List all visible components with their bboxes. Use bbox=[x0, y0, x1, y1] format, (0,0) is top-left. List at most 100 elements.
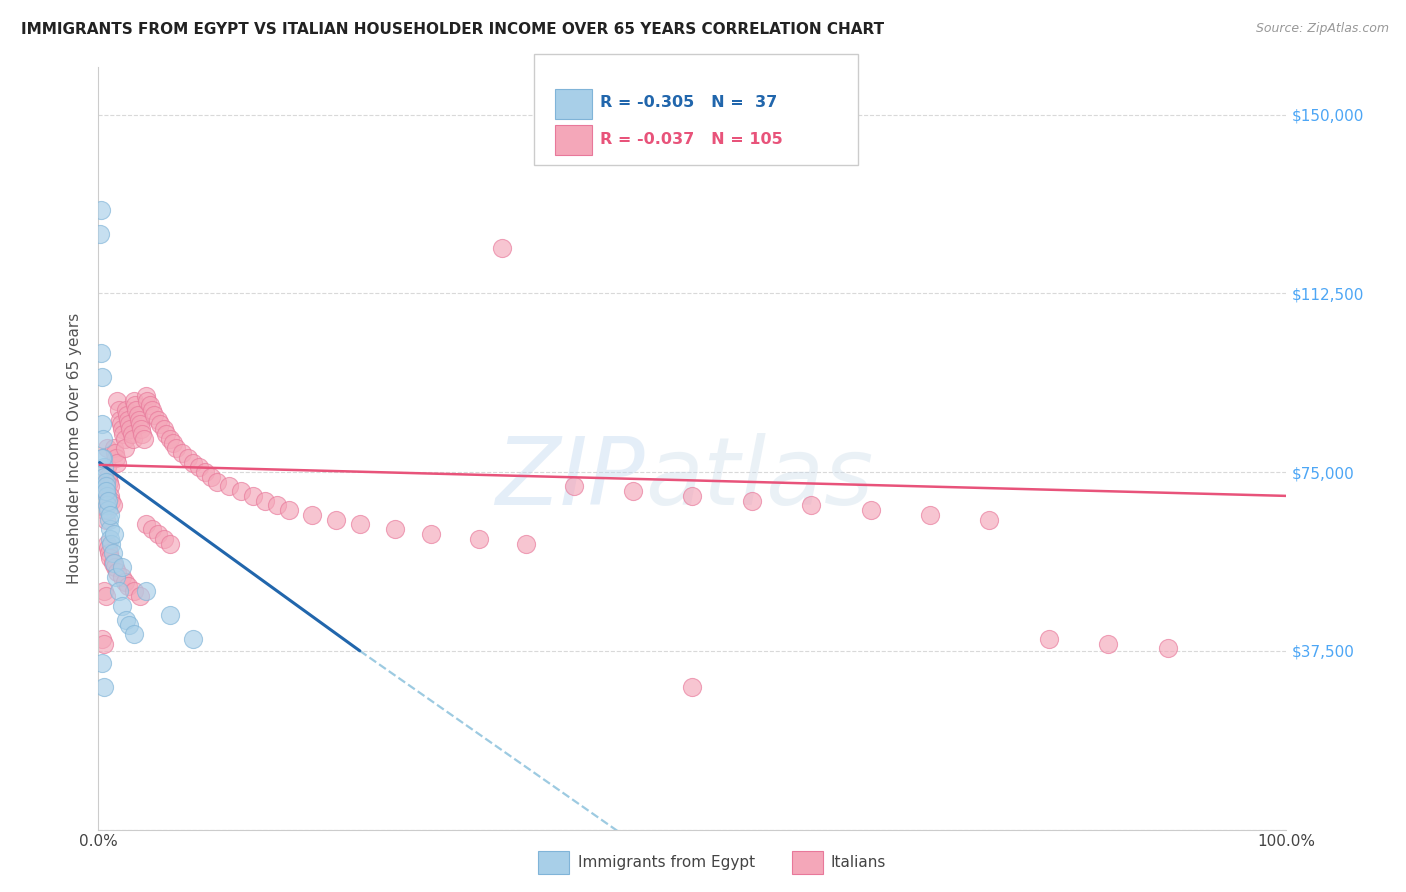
Point bbox=[1038, 632, 1060, 646]
Point bbox=[94, 475, 117, 489]
Point bbox=[96, 536, 118, 550]
Point bbox=[93, 584, 115, 599]
Point bbox=[98, 489, 121, 503]
Point bbox=[100, 493, 122, 508]
Point bbox=[183, 456, 205, 470]
Point bbox=[125, 403, 148, 417]
Point bbox=[114, 403, 136, 417]
Text: IMMIGRANTS FROM EGYPT VS ITALIAN HOUSEHOLDER INCOME OVER 65 YEARS CORRELATION CH: IMMIGRANTS FROM EGYPT VS ITALIAN HOUSEHO… bbox=[21, 22, 884, 37]
Point bbox=[152, 532, 174, 546]
Point bbox=[149, 417, 172, 432]
Point bbox=[129, 589, 152, 603]
Point bbox=[111, 570, 134, 584]
Point bbox=[97, 503, 120, 517]
Point bbox=[89, 227, 111, 241]
Point bbox=[93, 460, 115, 475]
Point bbox=[132, 432, 155, 446]
Point bbox=[159, 608, 181, 623]
Point bbox=[141, 522, 163, 536]
Point bbox=[96, 499, 118, 513]
Point bbox=[135, 517, 157, 532]
Point bbox=[114, 613, 136, 627]
Point bbox=[93, 637, 115, 651]
Point bbox=[105, 570, 128, 584]
Point bbox=[135, 389, 157, 403]
Text: R = -0.037   N = 105: R = -0.037 N = 105 bbox=[600, 131, 783, 146]
Point bbox=[143, 408, 166, 422]
Point bbox=[98, 546, 121, 560]
Point bbox=[859, 503, 882, 517]
Point bbox=[98, 479, 121, 493]
Point bbox=[98, 532, 121, 546]
Point bbox=[681, 489, 703, 503]
Point bbox=[800, 499, 823, 513]
Point bbox=[91, 417, 114, 432]
Point bbox=[124, 398, 146, 412]
Point bbox=[122, 627, 145, 641]
Point bbox=[118, 617, 141, 632]
Point bbox=[127, 408, 149, 422]
Point bbox=[118, 417, 141, 432]
Point bbox=[107, 584, 129, 599]
Point bbox=[93, 503, 115, 517]
Point bbox=[920, 508, 942, 522]
Point bbox=[146, 527, 169, 541]
Point bbox=[108, 412, 131, 426]
Point bbox=[96, 460, 118, 475]
Point bbox=[103, 441, 125, 455]
Point bbox=[155, 426, 177, 441]
Point bbox=[121, 426, 143, 441]
Point bbox=[165, 441, 187, 455]
Point bbox=[621, 484, 644, 499]
Point bbox=[218, 479, 240, 493]
Point bbox=[325, 513, 347, 527]
Point bbox=[98, 522, 121, 536]
Point bbox=[420, 527, 443, 541]
Point bbox=[98, 513, 121, 527]
Point bbox=[131, 426, 153, 441]
Point bbox=[105, 450, 128, 465]
Point bbox=[129, 417, 152, 432]
Point bbox=[91, 369, 114, 384]
Point bbox=[103, 556, 125, 570]
Point bbox=[112, 426, 135, 441]
Point bbox=[242, 489, 264, 503]
Point bbox=[1156, 641, 1178, 656]
Point bbox=[91, 499, 114, 513]
Point bbox=[128, 412, 150, 426]
Point bbox=[91, 656, 114, 670]
Point bbox=[90, 346, 112, 360]
Point bbox=[107, 393, 129, 408]
Point bbox=[91, 632, 114, 646]
Point bbox=[104, 560, 127, 574]
Point bbox=[135, 584, 157, 599]
Point bbox=[194, 465, 217, 479]
Point bbox=[97, 470, 120, 484]
Point bbox=[562, 479, 585, 493]
Point bbox=[207, 475, 229, 489]
Text: Source: ZipAtlas.com: Source: ZipAtlas.com bbox=[1256, 22, 1389, 36]
Point bbox=[111, 422, 134, 436]
Point bbox=[90, 479, 112, 493]
Text: R = -0.305   N =  37: R = -0.305 N = 37 bbox=[600, 95, 778, 110]
Point bbox=[122, 393, 145, 408]
Point bbox=[114, 432, 136, 446]
Point bbox=[162, 436, 184, 450]
Point bbox=[107, 456, 129, 470]
Point bbox=[122, 432, 145, 446]
Point bbox=[90, 202, 112, 217]
Point bbox=[515, 536, 537, 550]
Point bbox=[96, 441, 118, 455]
Point bbox=[96, 489, 118, 503]
Point bbox=[349, 517, 371, 532]
Text: atlas: atlas bbox=[645, 434, 873, 524]
Point bbox=[98, 475, 121, 489]
Point bbox=[91, 450, 114, 465]
Point bbox=[266, 499, 288, 513]
Point bbox=[681, 680, 703, 694]
Point bbox=[200, 470, 222, 484]
Point bbox=[100, 536, 122, 550]
Point bbox=[138, 398, 160, 412]
Point bbox=[120, 422, 142, 436]
Point bbox=[115, 408, 138, 422]
